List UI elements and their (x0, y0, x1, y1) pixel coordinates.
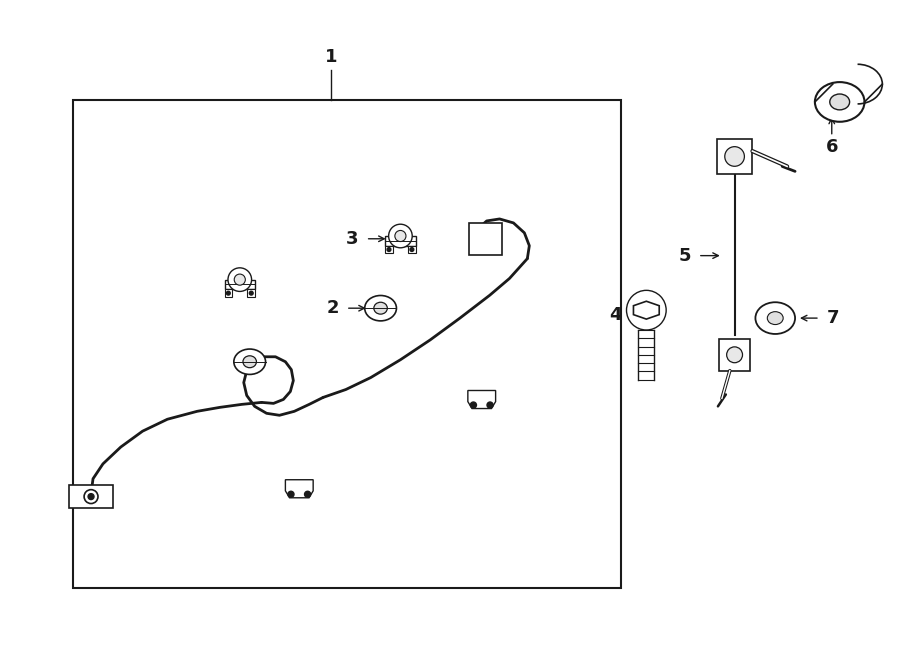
Ellipse shape (364, 295, 397, 321)
Polygon shape (385, 236, 416, 246)
Ellipse shape (234, 349, 266, 374)
Ellipse shape (374, 302, 387, 314)
Circle shape (471, 402, 476, 408)
Bar (73, 100, 621, 588)
Ellipse shape (243, 356, 256, 368)
Circle shape (249, 292, 253, 295)
Polygon shape (634, 301, 659, 319)
Circle shape (234, 274, 246, 285)
Text: 2: 2 (327, 299, 339, 317)
Circle shape (387, 248, 391, 251)
Polygon shape (224, 290, 232, 297)
Polygon shape (69, 485, 112, 508)
Ellipse shape (768, 311, 783, 325)
Polygon shape (716, 139, 752, 175)
Circle shape (288, 491, 294, 497)
Circle shape (389, 224, 412, 248)
Polygon shape (468, 391, 496, 408)
Text: 4: 4 (609, 306, 622, 324)
Circle shape (304, 491, 310, 497)
Polygon shape (285, 480, 313, 498)
Ellipse shape (755, 302, 795, 334)
Polygon shape (719, 339, 751, 371)
Polygon shape (469, 223, 501, 254)
Circle shape (726, 347, 742, 363)
Circle shape (88, 494, 94, 500)
Circle shape (724, 147, 744, 167)
Text: 5: 5 (679, 247, 691, 264)
Circle shape (626, 290, 666, 330)
Text: 3: 3 (346, 230, 359, 248)
Text: 7: 7 (827, 309, 840, 327)
Circle shape (487, 402, 493, 408)
Polygon shape (248, 290, 255, 297)
Circle shape (227, 292, 230, 295)
Polygon shape (408, 246, 416, 253)
Ellipse shape (830, 94, 850, 110)
Circle shape (84, 490, 98, 504)
Polygon shape (224, 280, 255, 290)
Text: 6: 6 (825, 137, 838, 155)
Circle shape (228, 268, 252, 292)
Text: 1: 1 (325, 48, 338, 66)
Ellipse shape (814, 82, 865, 122)
Circle shape (395, 231, 406, 241)
Polygon shape (385, 246, 392, 253)
Circle shape (410, 248, 414, 251)
